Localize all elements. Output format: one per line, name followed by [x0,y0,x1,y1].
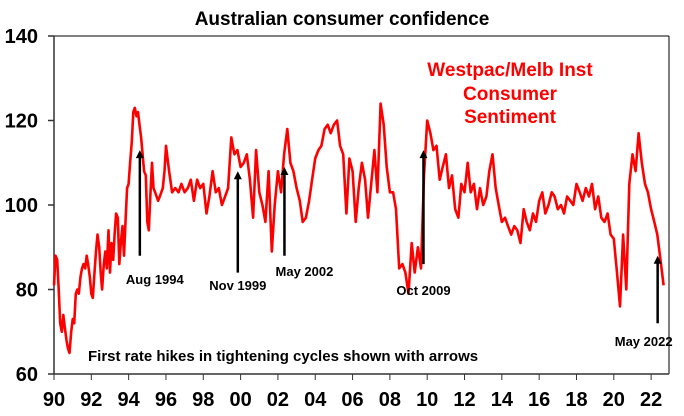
legend-line-3: Sentiment [464,107,557,128]
x-tick-label: 06 [341,389,363,411]
series-line-consumer-sentiment [52,102,665,355]
annotation: May 2022 [615,255,673,349]
annotation-arrow-head-icon [233,171,242,180]
x-tick-label: 14 [491,389,514,411]
annotation-label: Nov 1999 [209,278,266,293]
legend-line-1: Westpac/Melb Inst [427,60,593,81]
annotation-arrow-head-icon [280,166,289,175]
chart-title: Australian consumer confidence [195,9,490,30]
x-tick-label: 08 [379,389,401,411]
annotation: May 2002 [276,166,334,279]
annotation-label: May 2022 [615,334,673,349]
x-tick-label: 18 [565,389,587,411]
y-ticks: 60 80 100 120 140 [5,26,54,386]
annotation: Oct 2009 [396,150,451,298]
x-tick-label: 20 [603,389,625,411]
x-tick-label: 90 [43,389,65,411]
x-tick-label: 94 [118,389,141,411]
annotation: Nov 1999 [209,171,266,293]
y-tick-label: 60 [16,364,38,386]
annotation-arrow-head-icon [653,255,662,264]
annotation-arrow-head-icon [135,150,144,159]
annotation-arrow-head-icon [419,150,428,159]
footnote: First rate hikes in tightening cycles sh… [88,348,478,365]
y-tick-label: 100 [5,195,38,217]
x-tick-label: 98 [192,389,214,411]
x-tick-label: 00 [229,389,251,411]
x-tick-label: 96 [155,389,177,411]
x-tick-label: 02 [267,389,289,411]
y-tick-label: 140 [5,26,38,48]
legend: Westpac/Melb Inst Consumer Sentiment [427,60,593,128]
legend-line-2: Consumer [463,84,558,105]
y-tick-label: 120 [5,111,38,133]
x-tick-label: 92 [80,389,102,411]
annotation-label: Oct 2009 [396,283,450,298]
annotation-label: Aug 1994 [126,272,185,287]
x-tick-label: 12 [453,389,475,411]
y-tick-label: 80 [16,280,38,302]
x-tick-label: 22 [640,389,662,411]
annotation: Aug 1994 [126,150,185,287]
annotations: Aug 1994 Nov 1999 May 2002 Oct 2009 May 2022 [126,150,673,349]
x-ticks: 90 92 94 96 98 00 02 04 06 08 10 12 14 16 18 20 22 [43,374,662,411]
x-tick-label: 16 [528,389,550,411]
x-tick-label: 10 [416,389,438,411]
annotation-label: May 2002 [276,264,334,279]
x-tick-label: 04 [304,389,327,411]
